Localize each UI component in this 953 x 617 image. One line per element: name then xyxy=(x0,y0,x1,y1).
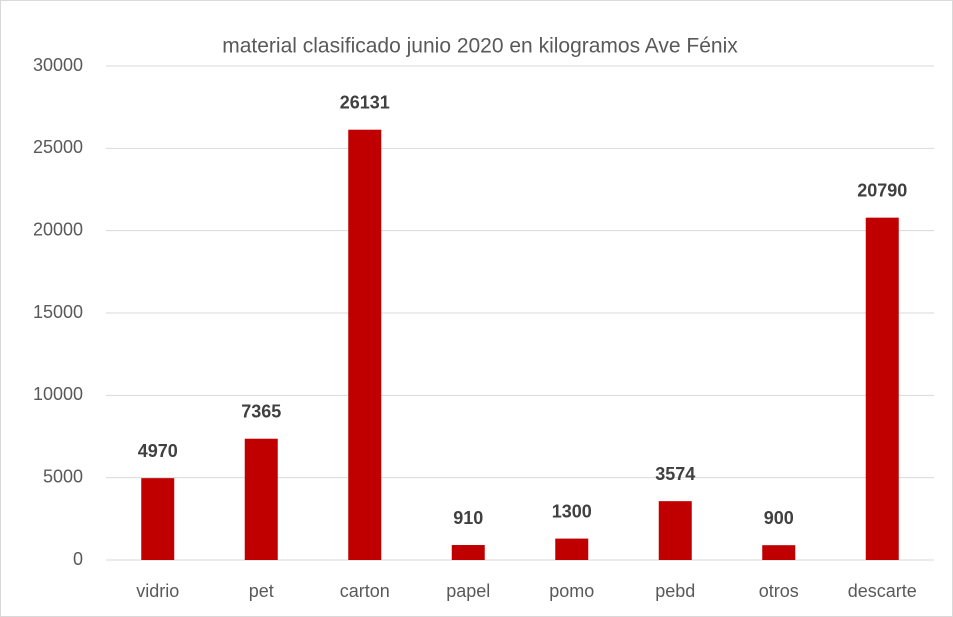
x-tick-label: pomo xyxy=(549,581,594,601)
bar xyxy=(865,217,899,560)
bar xyxy=(141,478,175,560)
data-label: 3574 xyxy=(655,464,695,484)
data-label: 900 xyxy=(764,508,794,528)
bar xyxy=(762,545,796,560)
bar xyxy=(348,129,382,560)
x-tick-label: carton xyxy=(340,581,390,601)
bar xyxy=(451,545,485,560)
y-tick-label: 0 xyxy=(73,549,83,569)
data-label: 910 xyxy=(453,508,483,528)
data-label: 1300 xyxy=(552,501,592,521)
x-tick-label: descarte xyxy=(848,581,917,601)
y-tick-label: 10000 xyxy=(33,384,83,404)
y-tick-label: 5000 xyxy=(43,466,83,486)
chart-title: material clasificado junio 2020 en kilog… xyxy=(222,35,738,58)
data-label: 7365 xyxy=(241,401,281,421)
bar xyxy=(555,538,589,560)
y-tick-label: 25000 xyxy=(33,137,83,157)
data-label: 20790 xyxy=(857,180,907,200)
y-tick-label: 15000 xyxy=(33,302,83,322)
y-tick-label: 30000 xyxy=(33,55,83,75)
x-tick-label: papel xyxy=(446,581,490,601)
x-tick-label: pebd xyxy=(655,581,695,601)
data-label: 26131 xyxy=(340,92,390,112)
x-tick-label: pet xyxy=(249,581,274,601)
bar xyxy=(658,501,692,560)
bar xyxy=(244,438,278,560)
x-tick-label: vidrio xyxy=(136,581,179,601)
x-tick-label: otros xyxy=(759,581,799,601)
data-label: 4970 xyxy=(138,441,178,461)
y-tick-label: 20000 xyxy=(33,219,83,239)
